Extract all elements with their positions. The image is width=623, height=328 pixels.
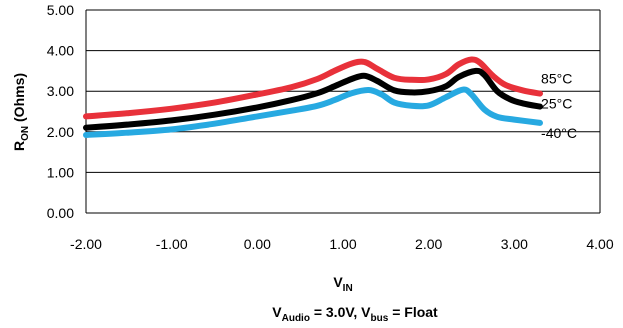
series-label: 25°C (541, 96, 572, 112)
y-axis-label: RON (Ohms) (11, 73, 31, 151)
y-tick-labels: 0.00 1.00 2.00 3.00 4.00 5.00 (47, 2, 74, 221)
y-tick-label: 3.00 (47, 83, 74, 99)
chart-caption: VAudio = 3.0V, Vbus = Float (272, 304, 438, 324)
y-tick-label: 4.00 (47, 43, 74, 59)
y-tick-label: 0.00 (47, 205, 74, 221)
series-label: -40°C (541, 125, 577, 141)
x-tick-labels: -2.00 -1.00 0.00 1.00 2.00 3.00 4.00 (70, 236, 614, 252)
x-tick-label: -1.00 (156, 236, 188, 252)
x-tick-label: 3.00 (501, 236, 528, 252)
x-axis-label: VIN (333, 274, 352, 294)
x-tick-label: 0.00 (244, 236, 271, 252)
y-tick-label: 1.00 (47, 164, 74, 180)
series-line (83, 86, 543, 138)
series-line (83, 56, 543, 120)
series-line (83, 67, 543, 131)
x-tick-label: 1.00 (329, 236, 356, 252)
x-tick-label: 4.00 (586, 236, 613, 252)
x-tick-label: 2.00 (415, 236, 442, 252)
series-labels: 85°C 25°C -40°C (541, 71, 577, 141)
series-label: 85°C (541, 71, 572, 87)
x-tick-label: -2.00 (70, 236, 102, 252)
y-tick-label: 5.00 (47, 2, 74, 18)
series-lines (83, 56, 543, 138)
y-tick-label: 2.00 (47, 124, 74, 140)
